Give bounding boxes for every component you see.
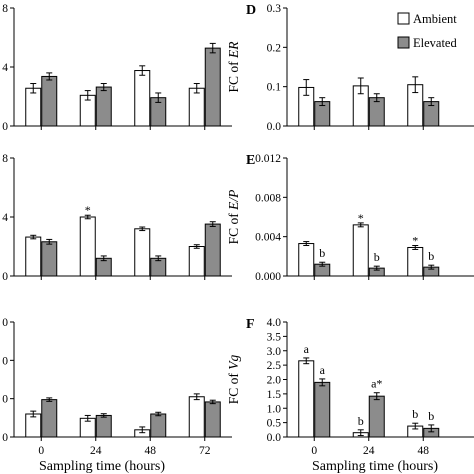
y-axis-label: FC of E/P bbox=[226, 190, 241, 245]
y-tick-label: 0 bbox=[2, 432, 8, 444]
bar-elevated bbox=[204, 47, 221, 127]
y-tick-label: 4 bbox=[2, 62, 8, 74]
panel-label: E bbox=[246, 153, 255, 168]
y-tick-label: 0 bbox=[2, 394, 8, 406]
legend-label-ambient: Ambient bbox=[413, 12, 457, 26]
bar-ambient bbox=[25, 87, 42, 127]
bar-elevated bbox=[150, 413, 167, 438]
significance-label: b bbox=[428, 409, 434, 423]
bar-ambient bbox=[188, 396, 205, 438]
panel-label: F bbox=[246, 317, 255, 332]
bar-elevated bbox=[204, 401, 221, 438]
y-tick-label: 0.3 bbox=[267, 3, 282, 15]
legend-label-elevated: Elevated bbox=[413, 36, 457, 50]
bar-ambient bbox=[79, 216, 96, 277]
y-tick-label: 3.0 bbox=[267, 346, 282, 358]
bar-elevated bbox=[368, 395, 385, 438]
bar-elevated bbox=[204, 223, 221, 277]
significance-label: a bbox=[320, 363, 326, 377]
y-tick-label: 3.5 bbox=[267, 331, 282, 343]
y-tick-label: 0 bbox=[2, 355, 8, 367]
significance-label: * bbox=[412, 234, 418, 248]
x-tick-label: 24 bbox=[90, 445, 102, 457]
bar-elevated bbox=[95, 414, 112, 438]
significance-label: b bbox=[358, 414, 364, 428]
y-tick-label: 0.008 bbox=[255, 192, 281, 204]
significance-label: b bbox=[319, 246, 325, 260]
y-tick-label: 1.0 bbox=[267, 403, 282, 415]
y-axis-label: FC of Vg bbox=[226, 354, 241, 404]
x-axis-label-right: Sampling time (hours) bbox=[312, 459, 438, 474]
y-tick-label: 1.5 bbox=[267, 389, 282, 401]
y-tick-label: 0.000 bbox=[255, 271, 281, 283]
x-tick-label: 72 bbox=[199, 445, 211, 457]
legend-swatch-elevated bbox=[397, 36, 410, 49]
y-tick-label: 0 bbox=[2, 121, 8, 133]
x-tick-label: 24 bbox=[363, 445, 375, 457]
y-tick-label: 4.0 bbox=[267, 317, 282, 329]
significance-label: b bbox=[374, 250, 380, 264]
bar-elevated bbox=[314, 381, 331, 438]
bar-elevated bbox=[41, 399, 58, 438]
y-axis-label: FC of ER bbox=[226, 41, 241, 93]
bar-elevated bbox=[95, 86, 112, 127]
legend-swatch-ambient bbox=[397, 12, 410, 25]
y-tick-label: 0.0 bbox=[267, 121, 282, 133]
y-tick-label: 0.5 bbox=[267, 418, 282, 430]
y-tick-label: 8 bbox=[2, 153, 8, 165]
bar-ambient bbox=[188, 246, 205, 277]
significance-label: b bbox=[428, 249, 434, 263]
x-tick-label: 0 bbox=[38, 445, 44, 457]
bar-elevated bbox=[41, 241, 58, 277]
y-tick-label: 0.012 bbox=[255, 153, 281, 165]
legend: Ambient Elevated bbox=[397, 12, 457, 50]
bar-ambient bbox=[25, 236, 42, 277]
y-tick-label: 8 bbox=[2, 3, 8, 15]
significance-label: a bbox=[304, 342, 310, 356]
bar-ambient bbox=[298, 243, 315, 277]
y-tick-label: 0.0 bbox=[267, 432, 282, 444]
y-tick-label: 2.5 bbox=[267, 360, 282, 372]
y-tick-label: 0.2 bbox=[267, 42, 282, 54]
significance-label: * bbox=[358, 211, 364, 225]
bar-ambient bbox=[25, 413, 42, 438]
y-tick-label: 2.0 bbox=[267, 375, 282, 387]
x-tick-label: 48 bbox=[418, 445, 430, 457]
panel-label: D bbox=[246, 3, 256, 18]
y-tick-label: 0 bbox=[2, 271, 8, 283]
bar-ambient bbox=[298, 360, 315, 438]
bar-ambient bbox=[134, 70, 151, 127]
significance-label: b bbox=[412, 407, 418, 421]
x-tick-label: 0 bbox=[311, 445, 317, 457]
bar-ambient bbox=[134, 228, 151, 277]
bar-ambient bbox=[407, 246, 424, 277]
y-tick-label: 4 bbox=[2, 212, 8, 224]
bar-ambient bbox=[352, 224, 369, 277]
x-axis-label-left: Sampling time (hours) bbox=[39, 459, 165, 474]
x-tick-label: 48 bbox=[145, 445, 157, 457]
y-tick-label: 0 bbox=[2, 317, 8, 329]
y-tick-label: 0.1 bbox=[267, 82, 282, 94]
significance-label: a* bbox=[371, 377, 382, 391]
bar-ambient bbox=[188, 87, 205, 127]
bar-elevated bbox=[41, 75, 58, 127]
significance-label: * bbox=[85, 203, 91, 217]
y-tick-label: 0.004 bbox=[255, 232, 281, 244]
